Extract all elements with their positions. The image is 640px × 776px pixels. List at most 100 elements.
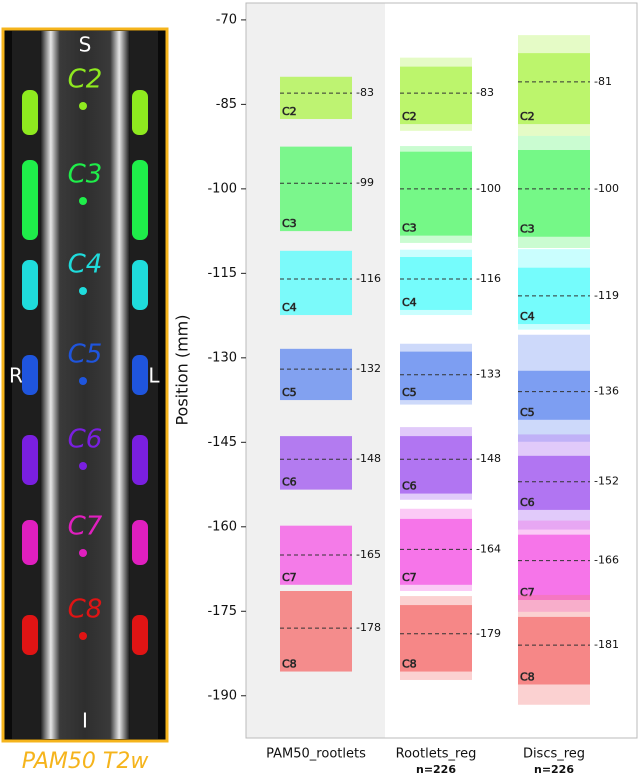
- inner-range: [400, 66, 472, 125]
- mean-label: -136: [594, 385, 619, 398]
- y-tick-label: -175: [207, 604, 237, 619]
- level-dot: [79, 287, 87, 295]
- x-tick-label: PAM50_rootlets: [266, 747, 366, 762]
- level-label: C7: [68, 512, 103, 542]
- mean-label: -116: [476, 272, 501, 285]
- mean-label: -99: [356, 176, 374, 189]
- box-level-label: C5: [282, 386, 297, 399]
- left-label: R: [9, 364, 23, 388]
- level-blob: [22, 160, 38, 240]
- mean-label: -100: [594, 182, 619, 195]
- top-label: S: [79, 33, 92, 57]
- mean-label: -132: [356, 362, 381, 375]
- inner-range: [400, 605, 472, 672]
- level-blob: [132, 520, 148, 565]
- level-label: C8: [68, 595, 103, 625]
- y-tick-label: -115: [207, 266, 237, 281]
- level-blob: [22, 260, 38, 310]
- mean-label: -181: [594, 638, 619, 651]
- inner-range: [518, 150, 590, 237]
- mean-label: -164: [476, 542, 501, 555]
- box-level-label: C4: [520, 310, 535, 323]
- mean-label: -148: [476, 452, 501, 465]
- mean-label: -133: [476, 368, 501, 381]
- y-tick-label: -130: [207, 350, 237, 365]
- box-level-label: C6: [282, 476, 297, 489]
- mean-label: -81: [594, 75, 612, 88]
- inner-range: [280, 348, 352, 401]
- level-dot: [79, 377, 87, 385]
- level-blob: [22, 435, 38, 485]
- level-label: C2: [68, 65, 103, 95]
- y-tick-label: -190: [207, 688, 237, 703]
- inner-range: [400, 151, 472, 236]
- box-level-label: C8: [282, 658, 297, 671]
- inner-range: [280, 146, 352, 232]
- y-tick-label: -85: [216, 97, 237, 112]
- y-tick-label: -145: [207, 435, 237, 450]
- y-tick-label: -70: [216, 12, 237, 27]
- level-blob: [22, 615, 38, 655]
- inner-range: [518, 370, 590, 420]
- mean-label: -165: [356, 548, 381, 561]
- level-label: C6: [68, 425, 103, 455]
- box-level-label: C3: [402, 222, 417, 235]
- inner-range: [518, 534, 590, 601]
- mean-label: -148: [356, 452, 381, 465]
- mean-label: -179: [476, 627, 501, 640]
- category-note: n=226: [534, 763, 574, 776]
- y-axis-label: Position (mm): [173, 314, 192, 425]
- box-level-label: C7: [520, 586, 535, 599]
- level-blob: [132, 90, 148, 135]
- inner-range: [280, 436, 352, 490]
- mean-label: -83: [476, 86, 494, 99]
- right-label: L: [148, 364, 160, 388]
- box-level-label: C2: [402, 110, 417, 123]
- inner-range: [518, 455, 590, 510]
- image-caption: PAM50 T2w: [22, 749, 150, 774]
- level-label: C4: [68, 250, 103, 280]
- mean-label: -116: [356, 272, 381, 285]
- inner-range: [280, 250, 352, 316]
- level-label: C3: [68, 160, 103, 190]
- level-blob: [22, 520, 38, 565]
- level-dot: [79, 462, 87, 470]
- level-dot: [79, 549, 87, 557]
- level-dot: [79, 632, 87, 640]
- box-level-label: C7: [282, 571, 297, 584]
- inner-range: [280, 591, 352, 672]
- level-blob: [132, 355, 148, 395]
- mean-label: -178: [356, 621, 381, 634]
- level-blob: [22, 355, 38, 395]
- level-blob: [132, 260, 148, 310]
- x-tick-label: Discs_reg: [523, 747, 585, 762]
- inner-range: [400, 257, 472, 310]
- level-blob: [132, 615, 148, 655]
- level-dot: [79, 102, 87, 110]
- mean-label: -119: [594, 289, 619, 302]
- mean-label: -83: [356, 86, 374, 99]
- mean-label: -166: [594, 554, 619, 567]
- box-level-label: C2: [520, 110, 535, 123]
- level-blob: [132, 160, 148, 240]
- level-blob: [22, 90, 38, 135]
- mean-label: -152: [594, 475, 619, 488]
- inner-range: [400, 351, 472, 401]
- box-level-label: C5: [520, 406, 535, 419]
- inner-range: [400, 518, 472, 585]
- inner-range: [280, 76, 352, 120]
- level-label: C5: [68, 340, 103, 370]
- box-level-label: C3: [282, 217, 297, 230]
- inner-range: [518, 53, 590, 125]
- box-level-label: C8: [402, 658, 417, 671]
- box-level-label: C7: [402, 571, 417, 584]
- inner-range: [400, 436, 472, 494]
- box-level-label: C4: [402, 296, 417, 309]
- box-level-label: C2: [282, 105, 297, 118]
- box-level-label: C4: [282, 301, 297, 314]
- inner-range: [518, 616, 590, 685]
- level-dot: [79, 197, 87, 205]
- plot-frame: [245, 2, 638, 739]
